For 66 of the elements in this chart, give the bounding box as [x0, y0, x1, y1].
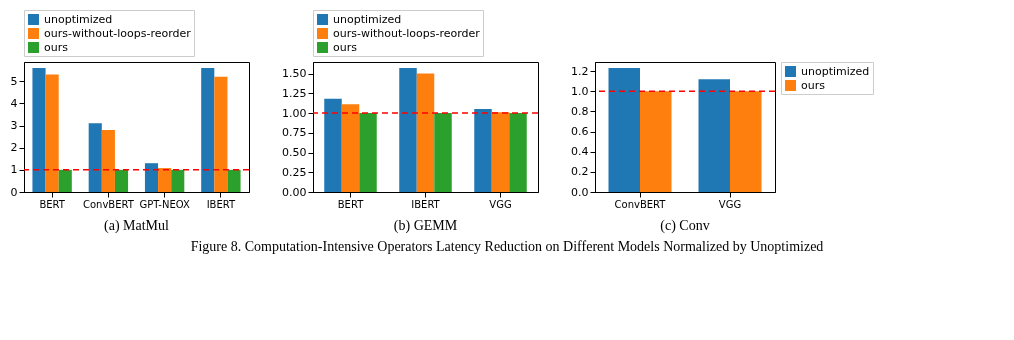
y-tick-label: 0.2: [571, 165, 589, 179]
text: (a) MatMul: [104, 218, 170, 234]
legend-label: ours: [333, 40, 358, 54]
bar: [608, 68, 640, 192]
bar: [88, 123, 102, 192]
legend-label: unoptimized: [333, 12, 402, 26]
y-tick-label: 0.6: [571, 125, 589, 139]
y-tick-label: 0.4: [571, 145, 589, 159]
bar: [45, 74, 59, 192]
bar: [32, 67, 46, 192]
x-tick-label: ConvBERT: [82, 198, 135, 210]
bar: [416, 73, 435, 192]
legend-label: unoptimized: [801, 64, 870, 78]
text: (b) GEMM: [393, 218, 458, 234]
bar: [171, 169, 185, 192]
bar: [399, 68, 417, 192]
bar: [491, 112, 510, 192]
x-tick-label: ConvBERT: [614, 198, 667, 210]
y-tick-label: 1.00: [282, 106, 307, 120]
y-tick-label: 5: [10, 74, 18, 88]
legend-label: ours-without-loops-reorder: [333, 26, 481, 40]
y-tick-label: 0.00: [282, 185, 307, 199]
y-tick-label: 1: [10, 163, 18, 177]
x-tick-label: GPT-NEOX: [139, 198, 190, 210]
y-tick-label: 0.25: [282, 165, 307, 179]
legend-label: ours: [44, 40, 69, 54]
x-tick-label: IBERT: [411, 198, 441, 210]
bar: [341, 104, 360, 192]
x-tick-label: BERT: [39, 198, 66, 210]
bar: [509, 113, 527, 192]
caption: Figure 8. Computation-Intensive Operators Latency Reduction on Different Models Normalized by Unoptimized: [189, 239, 825, 255]
legend-label: unoptimized: [44, 12, 113, 26]
legend-label: ours-without-loops-reorder: [44, 26, 192, 40]
y-tick-label: 0.75: [282, 126, 307, 140]
y-tick-label: 0: [10, 185, 18, 199]
y-tick-label: 3: [10, 119, 18, 133]
x-tick-label: VGG: [718, 198, 742, 210]
bar: [640, 91, 672, 192]
y-tick-label: 1.0: [571, 84, 589, 98]
bar: [698, 79, 730, 192]
bar: [474, 109, 492, 192]
y-tick-label: 1.50: [282, 67, 307, 81]
bar: [730, 91, 762, 192]
x-tick-label: IBERT: [206, 198, 236, 210]
bar: [58, 169, 72, 192]
bar: [158, 168, 172, 192]
bar: [324, 98, 342, 192]
x-tick-label: VGG: [489, 198, 512, 210]
bar: [114, 169, 129, 192]
legend-label: ours: [801, 78, 826, 92]
bar: [101, 129, 115, 192]
text: (c) Conv: [660, 218, 710, 234]
bar: [201, 67, 215, 192]
y-tick-label: 1.25: [282, 86, 307, 100]
bar: [227, 169, 241, 192]
bar: [214, 76, 228, 192]
y-tick-label: 0.8: [571, 104, 589, 118]
y-tick-label: 0.0: [571, 185, 589, 199]
bar: [144, 163, 159, 192]
bar: [434, 113, 452, 192]
x-tick-label: BERT: [337, 198, 365, 210]
y-tick-label: 2: [10, 141, 18, 155]
y-tick-label: 1.2: [571, 64, 589, 78]
y-tick-label: 4: [10, 96, 18, 110]
y-tick-label: 0.50: [282, 146, 307, 160]
bar: [359, 113, 377, 192]
